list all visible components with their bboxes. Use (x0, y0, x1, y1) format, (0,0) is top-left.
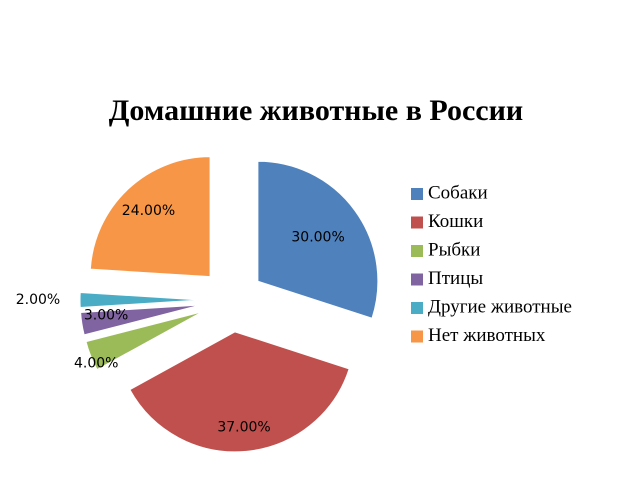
pie-slices (79, 156, 379, 453)
legend-label-fish: Рыбки (428, 239, 480, 260)
data-label-cats: 37.00% (217, 419, 270, 435)
data-label-birds: 3.00% (84, 308, 128, 324)
legend-swatch-dogs (411, 188, 423, 200)
legend-swatch-fish (411, 245, 423, 257)
legend-swatch-other (411, 302, 423, 314)
data-label-other: 2.00% (16, 292, 60, 308)
legend: Собаки Кошки Рыбки Птицы Другие животные Нет … (411, 182, 572, 346)
pie-slice-fish (85, 311, 203, 371)
pie-slice-none (89, 156, 211, 278)
data-label-none: 24.00% (122, 203, 175, 219)
legend-swatch-birds (411, 273, 423, 286)
legend-label-other: Другие животные (428, 296, 572, 317)
data-label-dogs: 30.00% (291, 229, 344, 245)
legend-label-none: Нет животных (428, 325, 546, 346)
legend-label-cats: Кошки (428, 211, 483, 232)
pie-slice-dogs (257, 160, 379, 319)
pie-slice-other (79, 291, 201, 309)
pie-slice-cats (129, 331, 350, 453)
legend-swatch-none (411, 330, 423, 343)
pie-slice-birds (80, 304, 201, 336)
legend-label-dogs: Собаки (428, 182, 488, 203)
legend-swatch-cats (411, 216, 423, 229)
data-labels: 30.00% 37.00% 4.00% 3.00% 2.00% 24.00% (16, 203, 345, 435)
legend-label-birds: Птицы (428, 268, 483, 289)
chart-title: Домашние животные в России (108, 94, 524, 127)
data-label-fish: 4.00% (74, 356, 118, 372)
